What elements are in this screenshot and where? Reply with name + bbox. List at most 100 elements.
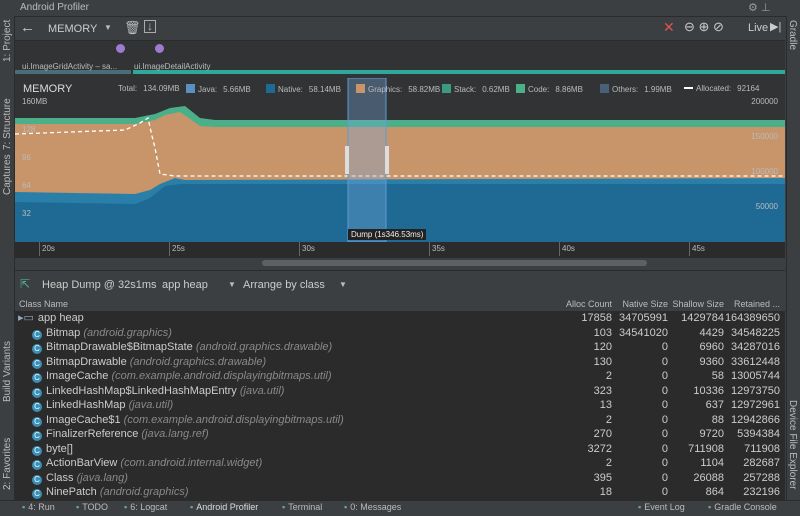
gc-button[interactable]: 🗑 (124, 20, 141, 35)
time-label: 45s (692, 244, 705, 253)
column-header[interactable]: Native Size (622, 299, 668, 309)
settings-icon[interactable]: ⚙ ⊥ (748, 2, 771, 14)
event-dot[interactable] (155, 44, 164, 53)
heap-dropdown[interactable]: app heap (162, 279, 208, 291)
side-tab[interactable]: 2: Favorites (2, 437, 13, 490)
status-icon: ▪ (344, 502, 348, 512)
side-tab[interactable]: Captures (2, 154, 13, 195)
y-axis-label: 128 (22, 125, 36, 134)
table-cell: 1429784 (681, 312, 724, 324)
class-name-cell: C Bitmap (android.graphics) (32, 326, 172, 341)
scrollbar-thumb[interactable] (262, 260, 647, 266)
legend-swatch (516, 84, 525, 93)
profiler-dropdown[interactable]: MEMORY (48, 23, 98, 35)
dump-button[interactable]: ↓ (144, 20, 156, 33)
status-tab[interactable]: ▪ Terminal (282, 502, 322, 512)
table-cell: 164389650 (724, 312, 780, 324)
class-name-cell: C ActionBarView (com.android.internal.wid… (32, 456, 262, 471)
live-button[interactable]: Live (748, 22, 769, 34)
table-cell: 120 (593, 341, 612, 353)
column-header[interactable]: Shallow Size (672, 299, 724, 309)
back-button[interactable]: ← (20, 19, 35, 36)
status-tab[interactable]: ▪ Event Log (638, 502, 685, 512)
table-cell: 0 (661, 442, 668, 455)
toolbar (15, 17, 785, 41)
event-dot[interactable] (116, 44, 125, 53)
legend-label: Others: (612, 85, 639, 94)
class-name: Bitmap (46, 326, 81, 339)
package-name: (com.example.android.displayingbitmaps.u… (111, 370, 332, 382)
legend-item: Allocated: 92164 (684, 84, 759, 93)
table-row[interactable]: ▸▭ app heap 17858 34705991 1429784 164389650 (16, 311, 784, 326)
class-icon: C (32, 402, 42, 412)
side-tab[interactable]: Build Variants (2, 341, 13, 402)
dump-label: Dump (1s346.53ms) (348, 229, 427, 240)
dump-selection[interactable] (347, 78, 387, 243)
table-row[interactable]: C ImageCache (com.example.android.display… (16, 369, 784, 384)
table-row[interactable]: C Bitmap (android.graphics) 103 34541020 442… (16, 326, 784, 341)
table-row[interactable]: C ActionBarView (com.android.internal.wid… (16, 456, 784, 471)
table-row[interactable]: C BitmapDrawable$BitmapState (android.gra… (16, 340, 784, 355)
stop-button[interactable]: ✕ (663, 19, 675, 35)
time-tick (39, 242, 40, 256)
column-header[interactable]: Class Name (19, 299, 69, 309)
table-cell: 12972961 (731, 399, 780, 411)
status-tab[interactable]: ▪ TODO (76, 502, 108, 512)
activity-label: ui.ImageDetailActivity (134, 62, 211, 71)
class-name: BitmapDrawable (46, 355, 127, 368)
time-label: 20s (42, 244, 55, 253)
table-cell: 3272 (587, 442, 612, 455)
table-row[interactable]: C NinePatch (android.graphics) 18 0 864 23219… (16, 485, 784, 500)
side-tab[interactable]: 1: Project (2, 19, 13, 62)
package-name: (android.graphics.drawable) (195, 341, 333, 353)
side-tab[interactable]: 7: Structure (2, 98, 13, 150)
status-tab[interactable]: ▪ Android Profiler (190, 502, 258, 512)
left-sidebar (0, 16, 15, 500)
legend-swatch (442, 84, 451, 93)
live-icon: ▶| (770, 21, 782, 33)
table-row[interactable]: C LinkedHashMap (java.util) 13 0 637 12972961 (16, 398, 784, 413)
column-header[interactable]: Retained ... (733, 299, 780, 309)
table-cell: 637 (705, 399, 724, 411)
class-name: ImageCache$1 (46, 413, 121, 426)
column-header[interactable]: Alloc Count (565, 299, 612, 309)
status-tab[interactable]: ▪ 4: Run (22, 502, 55, 512)
table-cell: 18 (599, 486, 612, 498)
table-row[interactable]: C FinalizerReference (java.lang.ref) 270 0 9… (16, 427, 784, 442)
right-sidebar (786, 16, 800, 500)
selection-handle[interactable] (385, 146, 389, 174)
selection-handle[interactable] (345, 146, 349, 174)
status-tab[interactable]: ▪ Gradle Console (708, 502, 777, 512)
table-cell: 58 (711, 370, 724, 382)
table-row[interactable]: C BitmapDrawable (android.graphics.drawab… (16, 355, 784, 370)
table-cell: 2 (605, 370, 612, 382)
class-name: LinkedHashMap$LinkedHashMapEntry (46, 384, 237, 397)
status-icon: ▪ (124, 502, 128, 512)
export-icon[interactable]: ⇱ (20, 277, 31, 291)
table-cell: 0 (661, 399, 668, 411)
package-name: (android.graphics.drawable) (129, 355, 267, 368)
status-label: Gradle Console (714, 502, 777, 512)
side-tab[interactable]: Device File Explorer (787, 400, 798, 490)
table-row[interactable]: C ImageCache$1 (com.example.android.displ… (16, 413, 784, 428)
table-row[interactable]: C LinkedHashMap$LinkedHashMapEntry (java.… (16, 384, 784, 399)
table-cell: 0 (661, 413, 668, 426)
zoom-controls[interactable]: ⊖ ⊕ ⊘ (684, 19, 724, 34)
table-cell: 130 (593, 355, 612, 368)
class-icon: C (32, 329, 42, 340)
legend-swatch (186, 84, 195, 93)
side-tab[interactable]: Gradle (787, 20, 798, 51)
arrange-dropdown[interactable]: Arrange by class (243, 279, 325, 291)
table-cell: 9360 (699, 355, 724, 368)
class-name-cell: C LinkedHashMap (java.util) (32, 398, 173, 413)
status-tab[interactable]: ▪ 0: Messages (344, 502, 401, 512)
table-cell: 33612448 (731, 355, 780, 368)
package-name: (com.android.internal.widget) (120, 457, 263, 469)
table-row[interactable]: C Class (java.lang) 395 0 26088 257288 (16, 471, 784, 486)
status-tab[interactable]: ▪ 6: Logcat (124, 502, 167, 512)
table-cell: 0 (661, 355, 668, 368)
status-label: Terminal (288, 502, 323, 512)
